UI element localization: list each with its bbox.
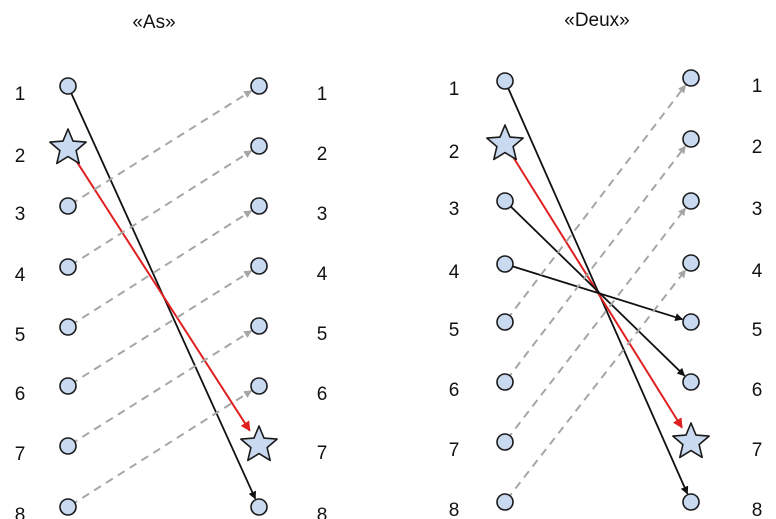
- left-label-5: 5: [15, 325, 26, 346]
- left-node-7: [496, 433, 514, 451]
- right-node-3: [250, 197, 268, 215]
- connection-4-to-2: [69, 149, 253, 267]
- connection-8-to-4: [506, 269, 687, 501]
- left-label-1: 1: [15, 84, 26, 105]
- right-node-5: [682, 313, 700, 331]
- left-label-6: 6: [449, 380, 460, 401]
- right-node-6: [682, 373, 700, 391]
- right-node-2: [250, 137, 268, 155]
- right-label-5: 5: [317, 324, 328, 345]
- connection-7-to-5: [69, 329, 253, 446]
- connection-3-to-1: [69, 89, 253, 206]
- panel-as: «As» 1 2 3 4 5 6 7 8 1 2 3 4 5 6 7 8: [15, 12, 328, 519]
- left-node-4: [59, 258, 77, 276]
- panel-title: «Deux»: [564, 10, 630, 31]
- right-node-8: [682, 493, 700, 511]
- right-node-2: [682, 130, 700, 148]
- left-label-5: 5: [449, 320, 460, 341]
- left-label-2: 2: [449, 142, 460, 163]
- connection-1-to-8: [505, 83, 689, 495]
- panel-title: «As»: [132, 12, 175, 33]
- left-label-8: 8: [15, 505, 26, 519]
- nodes: [49, 77, 278, 516]
- right-node-4: [682, 254, 700, 272]
- left-node-1: [59, 77, 77, 95]
- left-label-4: 4: [449, 262, 460, 283]
- left-node-5: [496, 313, 514, 331]
- right-node-4: [250, 257, 268, 275]
- left-node-4: [496, 255, 514, 273]
- right-label-6: 6: [752, 380, 763, 401]
- right-node-1: [250, 77, 268, 95]
- labels: 1 2 3 4 5 6 7 8 1 2 3 4 5 6 7 8: [15, 84, 328, 519]
- left-node-3: [496, 192, 514, 210]
- left-label-8: 8: [449, 500, 460, 519]
- right-node-1: [682, 69, 700, 87]
- left-node-6: [59, 377, 77, 395]
- connections: [505, 83, 689, 501]
- left-node-7: [59, 437, 77, 455]
- right-star-node-7: [672, 422, 710, 459]
- right-label-7: 7: [752, 440, 763, 461]
- left-node-6: [496, 373, 514, 391]
- left-star-node-2: [486, 124, 524, 161]
- left-label-7: 7: [15, 444, 26, 465]
- connection-8-to-6: [69, 389, 253, 507]
- left-node-5: [59, 318, 77, 336]
- panel-deux: «Deux» 1 2 3 4 5 6 7 8 1 2 3 4 5 6 7 8: [449, 10, 763, 519]
- right-node-6: [250, 377, 268, 395]
- connection-5-to-1: [506, 84, 687, 321]
- right-label-4: 4: [317, 264, 328, 285]
- right-label-1: 1: [752, 76, 763, 97]
- right-label-7: 7: [317, 443, 328, 464]
- right-label-3: 3: [317, 204, 328, 225]
- connection-2-to-7: [72, 155, 251, 432]
- connection-3-to-6: [506, 202, 686, 377]
- left-label-3: 3: [449, 199, 460, 220]
- right-label-8: 8: [317, 505, 328, 519]
- left-label-4: 4: [15, 265, 26, 286]
- left-label-7: 7: [449, 440, 460, 461]
- labels: 1 2 3 4 5 6 7 8 1 2 3 4 5 6 7 8: [449, 76, 763, 519]
- left-label-6: 6: [15, 384, 26, 405]
- left-node-1: [496, 72, 514, 90]
- right-star-node-7: [240, 425, 278, 462]
- right-label-4: 4: [752, 261, 763, 282]
- left-label-2: 2: [15, 146, 26, 167]
- right-label-3: 3: [752, 199, 763, 220]
- nodes: [486, 69, 710, 511]
- connection-6-to-4: [69, 269, 253, 386]
- connection-5-to-3: [69, 209, 253, 327]
- connection-4-to-5: [507, 264, 684, 321]
- left-node-8: [496, 493, 514, 511]
- connection-6-to-2: [506, 145, 687, 381]
- right-label-5: 5: [752, 320, 763, 341]
- left-label-3: 3: [15, 204, 26, 225]
- right-node-3: [682, 192, 700, 210]
- left-star-node-2: [49, 128, 87, 165]
- right-label-6: 6: [317, 384, 328, 405]
- right-node-8: [250, 498, 268, 516]
- left-label-1: 1: [449, 79, 460, 100]
- left-node-8: [59, 498, 77, 516]
- right-node-5: [250, 317, 268, 335]
- right-label-2: 2: [752, 137, 763, 158]
- right-label-8: 8: [752, 500, 763, 519]
- right-label-2: 2: [317, 144, 328, 165]
- right-label-1: 1: [317, 84, 328, 105]
- connection-7-to-3: [506, 207, 687, 441]
- left-node-3: [59, 197, 77, 215]
- connections: [68, 88, 257, 507]
